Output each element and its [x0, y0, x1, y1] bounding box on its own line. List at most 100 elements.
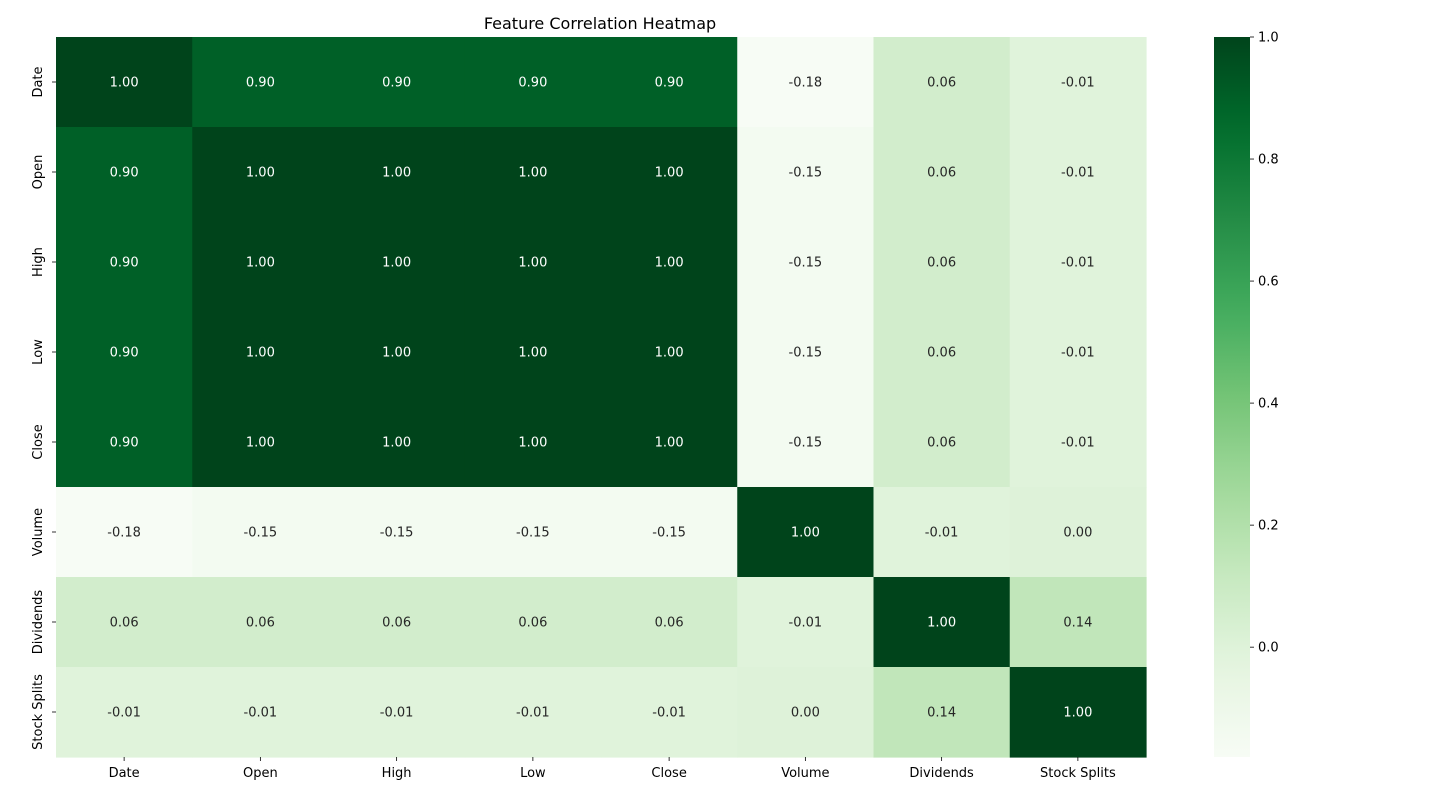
- cell-annotation: -0.15: [789, 346, 823, 361]
- cell-annotation: 1.00: [655, 166, 684, 181]
- y-tick-label: Stock Splits: [31, 674, 46, 750]
- heatmap-cell: [873, 397, 1011, 488]
- cell-annotation: 1.00: [518, 436, 547, 451]
- heatmap-cell: [873, 217, 1011, 308]
- heatmap-cell: [464, 307, 602, 398]
- x-tick-label: Close: [651, 766, 686, 781]
- heatmap-cell: [56, 217, 193, 308]
- cell-annotation: 1.00: [518, 346, 547, 361]
- heatmap-cell: [1009, 217, 1147, 308]
- cell-annotation: -0.15: [789, 166, 823, 181]
- cell-annotation: 1.00: [518, 256, 547, 271]
- heatmap-cell: [464, 397, 602, 488]
- heatmap-cell: [464, 487, 602, 578]
- heatmap-cell: [56, 487, 193, 578]
- cell-annotation: 0.90: [110, 256, 139, 271]
- heatmap-cell: [192, 487, 330, 578]
- cell-annotation: -0.15: [652, 526, 686, 541]
- cell-annotation: 1.00: [791, 526, 820, 541]
- heatmap-cell: [328, 397, 466, 488]
- cell-annotation: -0.15: [516, 526, 550, 541]
- cell-annotations: 1.00 0.90 0.90 0.90 0.90 -0.18 0.06 -0.01 0.90 1.…: [107, 76, 1094, 721]
- heatmap-cell: [1009, 487, 1147, 578]
- heatmap-cell: [328, 307, 466, 398]
- heatmap-cell: [737, 37, 875, 128]
- x-tick-label: Date: [109, 766, 140, 781]
- cell-annotation: 1.00: [246, 166, 275, 181]
- cell-annotation: 0.06: [655, 616, 684, 631]
- heatmap-cell: [1009, 307, 1147, 398]
- cell-annotation: 0.06: [927, 76, 956, 91]
- cell-annotation: 0.00: [1063, 526, 1092, 541]
- heatmap-cell: [601, 307, 738, 398]
- colorbar-tick-label: 0.4: [1258, 397, 1279, 412]
- heatmap-cell: [737, 217, 875, 308]
- x-tick-label: Dividends: [909, 766, 974, 781]
- heatmap-cell: [192, 307, 330, 398]
- y-tick-label: Close: [31, 424, 46, 459]
- y-tick-label: Low: [31, 339, 46, 365]
- heatmap-cell: [873, 667, 1011, 758]
- cell-annotation: 0.90: [246, 76, 275, 91]
- heatmap-cell: [192, 397, 330, 488]
- x-axis: Date Open High Low Close Volume Dividends Stock…: [109, 757, 1116, 781]
- x-tick-label: Low: [520, 766, 546, 781]
- cell-annotation: 0.06: [382, 616, 411, 631]
- heatmap-cell: [192, 37, 330, 128]
- colorbar-tick-label: 0.6: [1258, 275, 1279, 290]
- cell-annotation: 0.90: [110, 346, 139, 361]
- cell-annotation: -0.01: [652, 706, 686, 721]
- heatmap-cell: [737, 127, 875, 218]
- heatmap-cell: [56, 307, 193, 398]
- heatmap-cell: [1009, 397, 1147, 488]
- heatmap-cell: [737, 487, 875, 578]
- cell-annotation: 0.06: [246, 616, 275, 631]
- heatmap-cell: [328, 667, 466, 758]
- heatmap-cell: [328, 577, 466, 668]
- cell-annotation: 1.00: [246, 256, 275, 271]
- heatmap-cell: [1009, 577, 1147, 668]
- cell-annotation: -0.15: [380, 526, 414, 541]
- cell-annotation: 1.00: [246, 346, 275, 361]
- heatmap-cells: [56, 37, 1147, 758]
- cell-annotation: 1.00: [1063, 706, 1092, 721]
- cell-annotation: 0.06: [927, 346, 956, 361]
- heatmap-cell: [737, 577, 875, 668]
- y-tick-label: Date: [31, 66, 46, 97]
- heatmap-cell: [328, 127, 466, 218]
- cell-annotation: 0.14: [927, 706, 956, 721]
- cell-annotation: -0.15: [789, 436, 823, 451]
- cell-annotation: 0.90: [110, 436, 139, 451]
- heatmap-cell: [192, 127, 330, 218]
- chart-title: Feature Correlation Heatmap: [484, 14, 716, 33]
- cell-annotation: 0.90: [382, 76, 411, 91]
- cell-annotation: 1.00: [382, 436, 411, 451]
- heatmap-cell: [328, 487, 466, 578]
- heatmap-cell: [56, 127, 193, 218]
- cell-annotation: -0.01: [107, 706, 141, 721]
- heatmap-cell: [192, 217, 330, 308]
- cell-annotation: -0.15: [789, 256, 823, 271]
- heatmap-cell: [328, 37, 466, 128]
- colorbar-tick-label: 1.0: [1258, 31, 1279, 46]
- heatmap-cell: [737, 307, 875, 398]
- heatmap-cell: [873, 577, 1011, 668]
- heatmap-cell: [328, 217, 466, 308]
- cell-annotation: 0.06: [927, 256, 956, 271]
- cell-annotation: 1.00: [927, 616, 956, 631]
- cell-annotation: 1.00: [655, 256, 684, 271]
- cell-annotation: 1.00: [382, 166, 411, 181]
- heatmap-cell: [873, 37, 1011, 128]
- heatmap-cell: [601, 397, 738, 488]
- heatmap-cell: [1009, 37, 1147, 128]
- heatmap-cell: [56, 397, 193, 488]
- colorbar-gradient: [1214, 37, 1250, 757]
- cell-annotation: 1.00: [110, 76, 139, 91]
- heatmap-cell: [873, 487, 1011, 578]
- y-tick-label: Open: [31, 155, 46, 190]
- colorbar-tick-label: 0.0: [1258, 641, 1279, 656]
- heatmap-cell: [56, 667, 193, 758]
- heatmap-cell: [464, 127, 602, 218]
- colorbar-tick-label: 0.2: [1258, 519, 1279, 534]
